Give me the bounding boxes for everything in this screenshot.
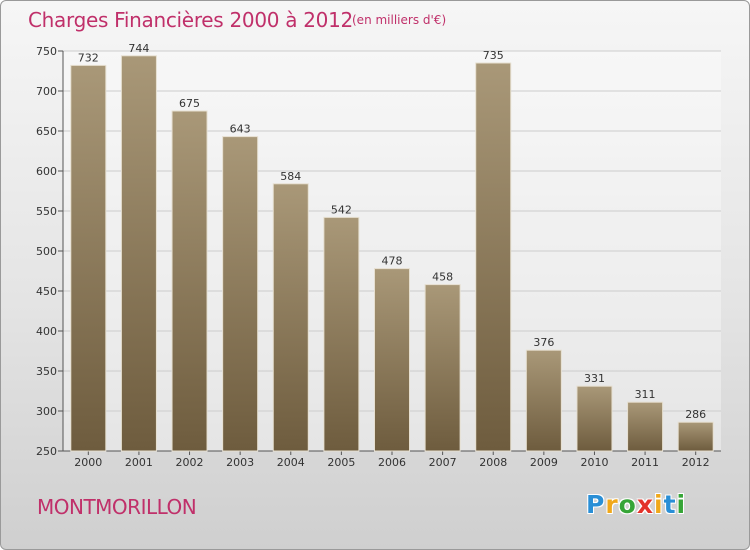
bar-2003: [222, 136, 259, 452]
y-tick-label: 600: [36, 165, 57, 178]
bar-2002: [171, 110, 208, 452]
y-tick-label: 300: [36, 405, 57, 418]
data-label-2012: 286: [685, 408, 706, 421]
x-tick-label-2002: 2002: [176, 456, 204, 469]
y-tick-label: 650: [36, 125, 57, 138]
proxiti-logo: Proxiti: [586, 490, 686, 519]
x-tick-label-2003: 2003: [226, 456, 254, 469]
bar-2006: [374, 268, 410, 452]
y-tick-label: 500: [36, 245, 57, 258]
bar-2004: [272, 183, 309, 452]
data-label-2005: 542: [331, 203, 352, 216]
x-tick-label-2004: 2004: [277, 456, 305, 469]
y-tick-label: 400: [36, 325, 57, 338]
chart-subtitle: (en milliers d'€): [352, 13, 447, 27]
data-label-2008: 735: [483, 49, 504, 62]
x-tick-label-2012: 2012: [682, 456, 710, 469]
x-tick-label-2009: 2009: [530, 456, 558, 469]
bar-2009: [525, 349, 562, 452]
city-name: MONTMORILLON: [37, 495, 197, 519]
data-label-2000: 732: [78, 51, 99, 64]
x-tick-label-2001: 2001: [125, 456, 153, 469]
x-tick-label-2008: 2008: [479, 456, 507, 469]
y-tick-label: 350: [36, 365, 57, 378]
y-tick-label: 700: [36, 85, 57, 98]
data-label-2004: 584: [280, 170, 301, 183]
y-tick-label: 750: [36, 45, 57, 58]
x-tick-label-2005: 2005: [327, 456, 355, 469]
data-label-2007: 458: [432, 271, 453, 284]
x-tick-label-2010: 2010: [580, 456, 608, 469]
bar-2008: [475, 62, 512, 452]
bar-2007: [424, 284, 461, 452]
data-label-2002: 675: [179, 97, 200, 110]
data-label-2011: 311: [635, 388, 656, 401]
logo-letter: i: [676, 490, 687, 519]
x-tick-label-2011: 2011: [631, 456, 659, 469]
bar-2000: [70, 64, 107, 452]
logo-letter: r: [605, 490, 619, 519]
x-tick-label-2006: 2006: [378, 456, 406, 469]
bar-2010: [576, 385, 613, 452]
y-tick-label: 550: [36, 205, 57, 218]
x-tick-label-2007: 2007: [429, 456, 457, 469]
y-tick-label: 450: [36, 285, 57, 298]
data-label-2009: 376: [533, 336, 554, 349]
bar-2005: [323, 216, 360, 452]
x-tick-label-2000: 2000: [74, 456, 102, 469]
data-label-2003: 643: [230, 123, 251, 136]
bar-2011: [627, 401, 664, 452]
data-label-2001: 744: [128, 42, 149, 55]
data-label-2006: 478: [382, 255, 403, 268]
logo-letter: i: [654, 490, 664, 519]
logo-letter: P: [586, 490, 606, 519]
y-tick-label: 250: [36, 445, 57, 458]
logo-letter: o: [618, 490, 637, 519]
chart-title: Charges Financières 2000 à 2012: [28, 8, 353, 32]
bar-2001: [120, 55, 157, 452]
logo-letter: t: [663, 490, 677, 519]
logo-letter: x: [636, 490, 654, 519]
data-label-2010: 331: [584, 372, 605, 385]
bar-2012: [677, 421, 714, 452]
